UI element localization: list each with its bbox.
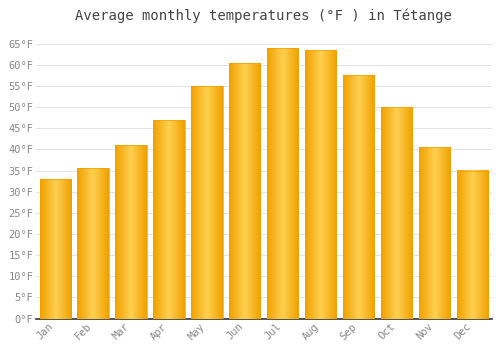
Bar bbox=[457, 170, 488, 318]
Bar bbox=[419, 147, 450, 318]
Bar bbox=[78, 168, 108, 318]
Bar bbox=[268, 48, 298, 318]
Title: Average monthly temperatures (°F ) in Tétange: Average monthly temperatures (°F ) in Té… bbox=[76, 8, 452, 23]
Bar bbox=[306, 50, 336, 318]
Bar bbox=[154, 120, 184, 318]
Bar bbox=[192, 86, 222, 318]
Bar bbox=[40, 179, 70, 318]
Bar bbox=[230, 63, 260, 318]
Bar bbox=[116, 145, 146, 318]
Bar bbox=[343, 75, 374, 318]
Bar bbox=[381, 107, 412, 318]
